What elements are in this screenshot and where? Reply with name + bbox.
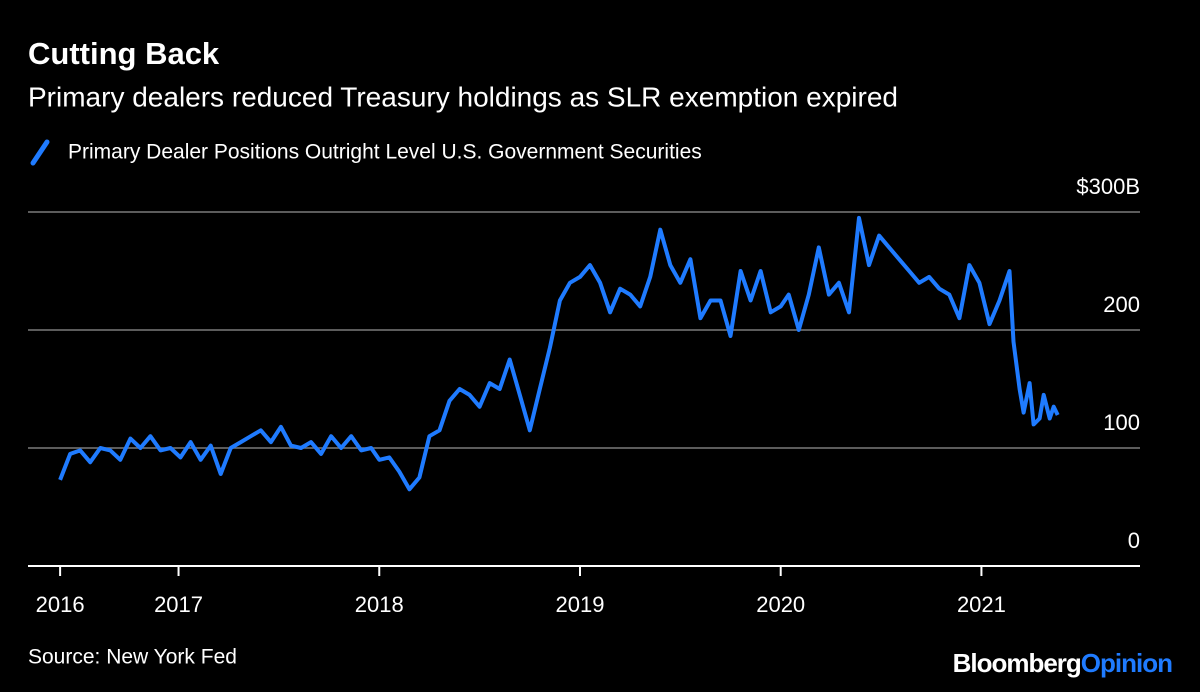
brand-name: Bloomberg [953,648,1081,678]
x-tick-label: 2019 [556,592,605,617]
y-tick-label: $300B [1076,174,1140,199]
legend-label: Primary Dealer Positions Outright Level … [68,141,702,164]
x-tick-label: 2020 [756,592,805,617]
y-tick-label: 100 [1103,410,1140,435]
x-tick-label: 2021 [957,592,1006,617]
brand-suffix: Opinion [1081,648,1172,678]
brand: BloombergOpinion [953,648,1173,678]
x-tick-label: 2016 [36,592,85,617]
legend-swatch [30,139,50,166]
x-tick-label: 2018 [355,592,404,617]
y-tick-label: 0 [1128,528,1140,553]
x-tick-label: 2017 [154,592,203,617]
source: Source: New York Fed [28,646,237,669]
y-tick-label: 200 [1103,292,1140,317]
chart-subtitle: Primary dealers reduced Treasury holding… [28,81,898,112]
data-line [58,215,1060,492]
chart-title: Cutting Back [28,36,220,71]
